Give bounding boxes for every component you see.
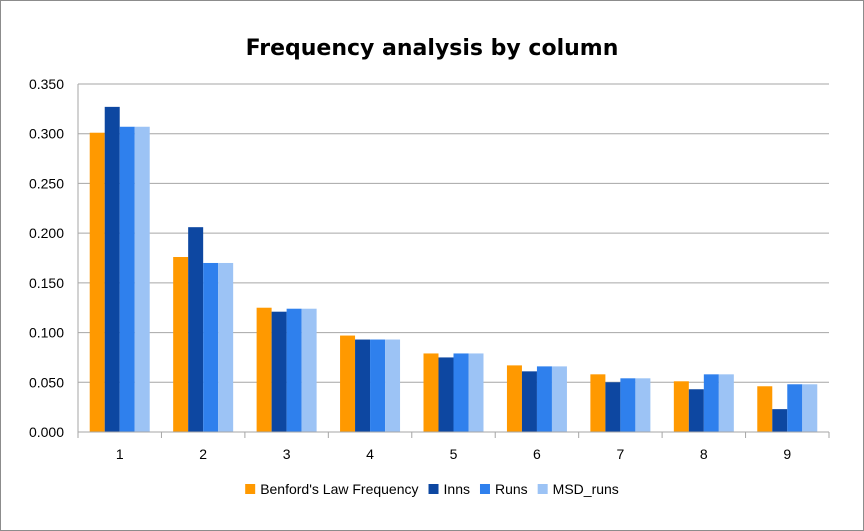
y-tick-label: 0.200 — [29, 225, 64, 241]
bar — [370, 339, 386, 432]
axes: 0.000 0.050 0.100 0.150 0.200 0.250 0.300 0.350… — [29, 76, 830, 462]
x-tick-label: 4 — [366, 446, 374, 462]
chart-title: Frequency analysis by column — [246, 36, 619, 61]
bar — [423, 353, 439, 432]
bar — [256, 307, 272, 432]
y-tick-label: 0.150 — [29, 275, 64, 291]
y-tick-label: 0.350 — [29, 76, 64, 92]
y-tick-label: 0.000 — [29, 424, 64, 440]
bar — [173, 257, 189, 432]
bar — [620, 378, 636, 432]
bar — [203, 262, 219, 432]
bars — [89, 106, 818, 433]
legend: Benford's Law Frequency Inns Runs MSD_runs — [245, 481, 619, 497]
bar — [551, 366, 567, 432]
x-tick-label: 3 — [283, 446, 291, 462]
y-tick-label: 0.300 — [29, 126, 64, 142]
bar — [286, 308, 302, 432]
bar — [468, 353, 484, 432]
x-tick-label: 7 — [616, 446, 624, 462]
bar — [635, 378, 651, 432]
legend-label: MSD_runs — [553, 481, 619, 497]
bar — [605, 382, 621, 432]
legend-swatch — [479, 484, 490, 494]
legend-label: Benford's Law Frequency — [260, 481, 418, 497]
bar — [673, 381, 689, 432]
bar — [688, 389, 704, 432]
x-tick-label: 6 — [533, 446, 541, 462]
legend-swatch — [245, 484, 256, 494]
bar — [787, 384, 803, 432]
bar — [104, 106, 120, 433]
bar — [340, 335, 356, 432]
bar — [703, 374, 719, 432]
y-tick-label: 0.050 — [29, 374, 64, 390]
x-tick-label: 5 — [450, 446, 458, 462]
bar — [218, 262, 234, 432]
y-tick-label: 0.250 — [29, 175, 64, 191]
x-tick-label: 9 — [783, 446, 791, 462]
bar — [802, 384, 818, 432]
bar — [453, 353, 469, 432]
bar — [718, 374, 734, 432]
x-tick-label: 2 — [199, 446, 207, 462]
bar — [301, 308, 317, 432]
bar — [590, 374, 606, 432]
bar — [134, 126, 150, 433]
legend-label: Runs — [495, 481, 528, 497]
bar — [772, 409, 788, 432]
bar — [521, 371, 537, 432]
bar — [506, 365, 522, 432]
bar — [385, 339, 401, 432]
y-tick-label: 0.100 — [29, 325, 64, 341]
legend-label: Inns — [444, 481, 470, 497]
bar — [757, 386, 773, 432]
bar — [355, 339, 371, 432]
bar — [119, 126, 135, 433]
bar — [536, 366, 552, 432]
bar — [271, 311, 287, 432]
bar — [89, 132, 105, 432]
bar — [438, 357, 454, 432]
legend-swatch — [428, 484, 439, 494]
x-tick-label: 8 — [700, 446, 708, 462]
x-tick-label: 1 — [116, 446, 124, 462]
legend-swatch — [537, 484, 548, 494]
bar — [188, 227, 204, 432]
